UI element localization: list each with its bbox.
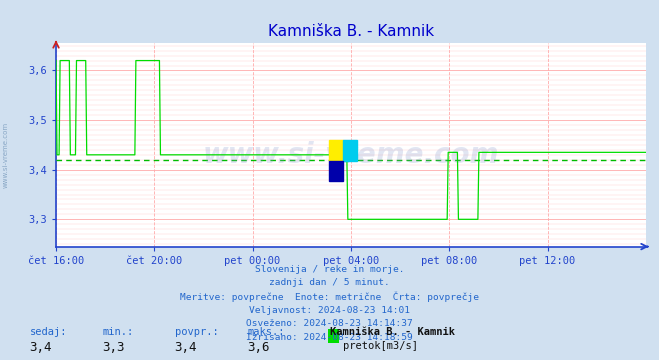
Text: 3,4: 3,4 xyxy=(175,341,197,354)
Text: maks.:: maks.: xyxy=(247,327,285,337)
Text: povpr.:: povpr.: xyxy=(175,327,218,337)
Text: Veljavnost: 2024-08-23 14:01: Veljavnost: 2024-08-23 14:01 xyxy=(249,306,410,315)
Text: www.si-vreme.com: www.si-vreme.com xyxy=(2,122,9,188)
Bar xyxy=(343,140,357,161)
Bar xyxy=(328,140,343,161)
Text: pretok[m3/s]: pretok[m3/s] xyxy=(343,341,418,351)
Bar xyxy=(328,161,343,181)
Text: sedaj:: sedaj: xyxy=(30,327,67,337)
Text: www.si-vreme.com: www.si-vreme.com xyxy=(203,141,499,169)
Text: Osveženo: 2024-08-23 14:14:37: Osveženo: 2024-08-23 14:14:37 xyxy=(246,319,413,328)
Text: Slovenija / reke in morje.: Slovenija / reke in morje. xyxy=(255,265,404,274)
Text: zadnji dan / 5 minut.: zadnji dan / 5 minut. xyxy=(269,278,390,287)
Text: 3,4: 3,4 xyxy=(30,341,52,354)
Text: Izrisano: 2024-08-23 14:18:59: Izrisano: 2024-08-23 14:18:59 xyxy=(246,333,413,342)
Text: 3,3: 3,3 xyxy=(102,341,125,354)
Title: Kamniška B. - Kamnik: Kamniška B. - Kamnik xyxy=(268,24,434,39)
Text: min.:: min.: xyxy=(102,327,133,337)
Text: Kamniška B. - Kamnik: Kamniška B. - Kamnik xyxy=(330,327,455,337)
Text: Meritve: povprečne  Enote: metrične  Črta: povprečje: Meritve: povprečne Enote: metrične Črta:… xyxy=(180,292,479,302)
Text: 3,6: 3,6 xyxy=(247,341,270,354)
